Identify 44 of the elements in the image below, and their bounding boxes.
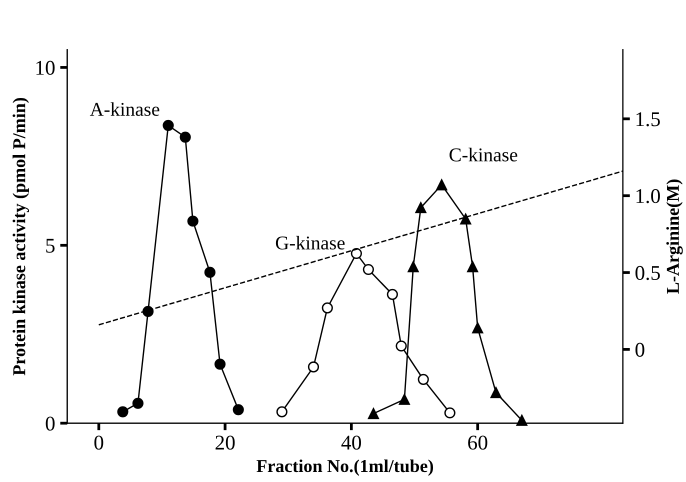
point xyxy=(415,202,426,214)
point xyxy=(418,374,429,385)
point xyxy=(444,407,456,418)
point xyxy=(162,120,174,131)
point xyxy=(276,406,288,418)
series-label: A-kinase xyxy=(90,102,160,116)
series-label: C-kinase xyxy=(450,148,518,162)
point xyxy=(350,248,362,260)
y2-tick-label: 1.0 xyxy=(636,189,660,204)
point xyxy=(460,213,472,225)
point xyxy=(180,132,191,143)
point xyxy=(368,408,380,420)
point xyxy=(396,340,407,352)
x-tick-label: 40 xyxy=(341,436,361,450)
point xyxy=(214,358,226,370)
point xyxy=(472,322,484,334)
point xyxy=(142,306,154,318)
point xyxy=(386,288,398,300)
x-axis-title: Fraction No.(1ml/tube) xyxy=(256,459,434,476)
y-tick-label: 5 xyxy=(46,238,55,253)
y2-axis-title: L-Arginine(M) xyxy=(666,180,683,294)
point xyxy=(408,261,419,272)
point xyxy=(398,394,410,405)
x-tick-label: 0 xyxy=(94,436,104,450)
point xyxy=(467,261,478,272)
point xyxy=(308,361,320,373)
series-label: G-kinase xyxy=(276,236,345,250)
y2-tick-label: 0 xyxy=(635,342,644,357)
point xyxy=(132,398,144,409)
point xyxy=(362,264,374,276)
point xyxy=(232,404,244,416)
y-tick-label: 0 xyxy=(46,416,55,431)
point xyxy=(204,266,216,278)
point xyxy=(490,387,502,398)
x-tick-label: 60 xyxy=(468,436,488,450)
y-axis-title: Protein kinase activity (pmol P/min) xyxy=(12,98,30,376)
point xyxy=(436,179,448,190)
y2-tick-label: 0.5 xyxy=(635,266,660,280)
point xyxy=(187,216,198,227)
point xyxy=(322,302,333,314)
point xyxy=(117,406,128,418)
y2-tick-label: 1.5 xyxy=(636,112,660,126)
x-tick-label: 20 xyxy=(216,436,235,450)
y-tick-label: 10 xyxy=(36,60,55,75)
